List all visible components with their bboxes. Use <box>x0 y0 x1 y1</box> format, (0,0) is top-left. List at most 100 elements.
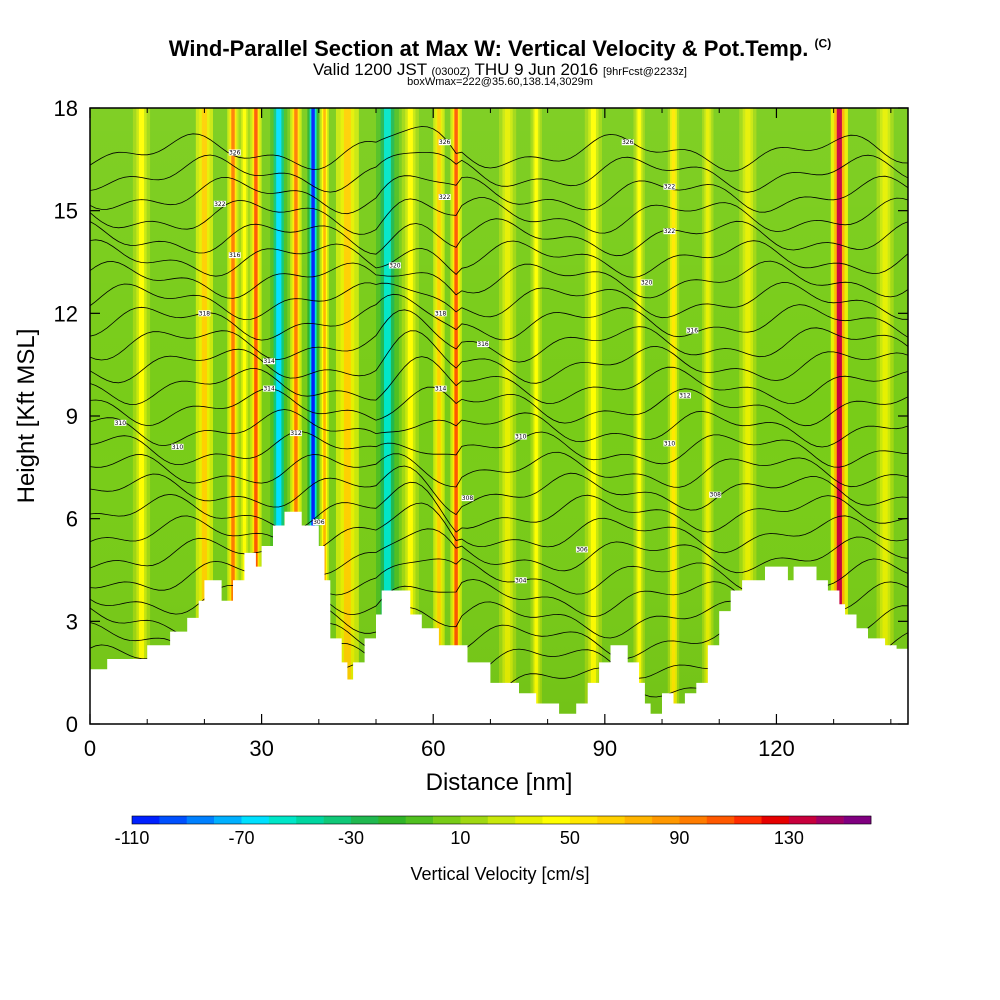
colorbar-swatch <box>487 816 516 824</box>
contour-label-text: 326 <box>439 139 451 146</box>
colorbar-swatch <box>378 816 407 824</box>
colorbar-swatch <box>624 816 653 824</box>
y-tick-label: 18 <box>54 96 78 121</box>
contour-label-box <box>434 310 447 317</box>
contour-label-text: 312 <box>290 430 302 437</box>
contour-label-box <box>678 392 691 399</box>
colorbar-swatch <box>569 816 598 824</box>
contour-label-text: 322 <box>214 201 226 208</box>
isentrope <box>90 409 908 448</box>
box-wmax-info: boxWmax=222@35.60,138.14,3029m <box>407 76 593 88</box>
contour-label: 326 <box>621 139 634 146</box>
contour-label-box <box>213 200 226 207</box>
colorbar-tick-label: -110 <box>115 828 150 848</box>
y-tick-label: 6 <box>66 507 78 532</box>
contour-label-text: 326 <box>622 139 634 146</box>
colorbar-swatch <box>268 816 297 824</box>
contour-label-box <box>228 252 241 259</box>
chart-title: Wind-Parallel Section at Max W: Vertical… <box>0 36 1000 62</box>
chart-subtitle: Valid 1200 JST (0300Z) THU 9 Jun 2016 [9… <box>0 60 1000 80</box>
chart-title-text: Wind-Parallel Section at Max W: Vertical… <box>168 36 809 61</box>
contour-label: 326 <box>438 139 451 146</box>
contour-label: 314 <box>263 358 276 365</box>
colorbar-tick-label: 50 <box>560 828 580 848</box>
colorbar-swatch <box>460 816 489 824</box>
contour-label-text: 304 <box>515 577 527 584</box>
contour-label-box <box>686 327 699 334</box>
x-axis-title: Distance [nm] <box>426 769 573 796</box>
contour-label: 310 <box>171 443 184 451</box>
x-tick-label: 0 <box>84 736 96 761</box>
y-tick-label: 3 <box>66 609 78 634</box>
isentrope <box>90 451 908 488</box>
contour-label-text: 316 <box>477 341 489 348</box>
contour-label: 308 <box>461 495 474 502</box>
colorbar-swatch <box>816 816 844 824</box>
contour-label-box <box>114 419 127 426</box>
contour-label-box <box>312 519 325 526</box>
colorbar-tick-label: 90 <box>669 828 689 848</box>
contour-label: 322 <box>213 200 226 208</box>
contour-label-text: 320 <box>389 262 401 269</box>
contour-label: 318 <box>434 310 447 317</box>
x-tick-label: 30 <box>249 736 273 761</box>
isentrope <box>90 239 908 278</box>
colorbar-swatch <box>843 816 872 824</box>
contour-label-box <box>663 440 676 447</box>
contour-label: 312 <box>678 392 691 399</box>
colorbar-swatch <box>159 816 188 824</box>
colorbar-frame <box>131 815 872 825</box>
isentrope <box>90 330 908 384</box>
contour-label: 320 <box>388 262 401 269</box>
contour-label-box <box>514 577 527 584</box>
contour-label-text: 308 <box>462 495 474 502</box>
contour-label: 316 <box>228 252 241 259</box>
contour-label-box <box>263 358 276 365</box>
contour-label: 310 <box>114 419 127 427</box>
colorbar: -110 -70 -30 10 50 90 130 <box>115 815 872 848</box>
colorbar-swatch <box>350 816 379 824</box>
contour-label-text: 308 <box>710 492 722 499</box>
contour-label: 310 <box>663 440 676 447</box>
contour-label-text: 306 <box>313 519 325 526</box>
colorbar-title: Vertical Velocity [cm/s] <box>410 864 589 884</box>
contour-label-box <box>461 495 474 502</box>
contour-label-text: 316 <box>687 327 699 334</box>
y-axis-title: Height [Kft MSL] <box>13 329 40 504</box>
contour-label-box <box>388 262 401 269</box>
contour-label-box <box>709 491 722 498</box>
contour-label-box <box>621 139 634 146</box>
isentrope <box>90 431 908 468</box>
contour-label-box <box>663 228 676 235</box>
contour-label-box <box>289 430 302 437</box>
isentrope <box>90 465 908 516</box>
contour-label-text: 326 <box>229 149 241 156</box>
contour-label-text: 306 <box>576 546 588 553</box>
copyright-mark: (C) <box>814 36 832 51</box>
contour-label-box <box>171 443 184 450</box>
contour-label: 308 <box>709 491 722 499</box>
isentrope <box>90 502 908 554</box>
isentrope <box>90 309 908 363</box>
colorbar-swatch <box>296 816 324 824</box>
valid-utc: (0300Z) <box>431 66 471 78</box>
terrain-mask <box>90 511 908 724</box>
contour-label-box <box>663 183 676 190</box>
contour-label-text: 322 <box>664 184 676 191</box>
contour-label-text: 314 <box>435 386 447 393</box>
contour-label: 314 <box>263 385 276 393</box>
colorbar-swatch <box>597 816 625 824</box>
contour-label-box <box>575 546 588 553</box>
colorbar-tick-label: -30 <box>338 828 364 848</box>
colorbar-tick-label: -70 <box>228 828 254 848</box>
contour-label-text: 322 <box>439 194 451 201</box>
contour-label-text: 320 <box>641 280 653 287</box>
forecast-info: [9hrFcst@2233z] <box>603 66 687 78</box>
contour-label-box <box>434 385 447 392</box>
contour-label: 316 <box>686 327 699 334</box>
contour-label: 304 <box>514 577 527 584</box>
y-tick-label: 9 <box>66 404 78 429</box>
isentrope <box>90 356 908 405</box>
contour-label-box <box>438 139 451 146</box>
